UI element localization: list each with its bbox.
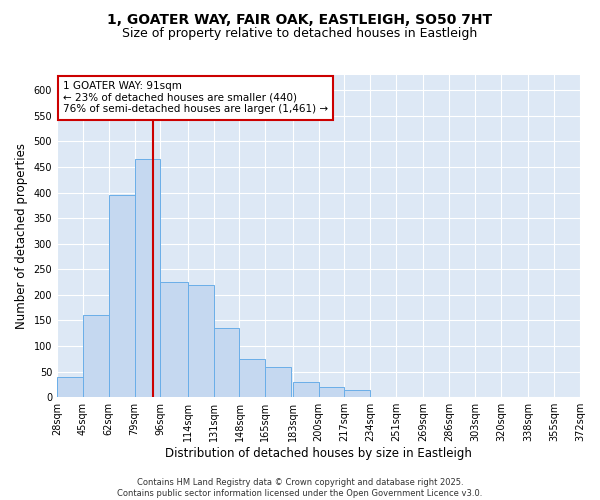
Bar bbox=[57, 377, 83, 397]
Text: Contains HM Land Registry data © Crown copyright and database right 2025.
Contai: Contains HM Land Registry data © Crown c… bbox=[118, 478, 482, 498]
Y-axis label: Number of detached properties: Number of detached properties bbox=[15, 143, 28, 329]
Bar bbox=[319, 387, 344, 397]
Text: 1, GOATER WAY, FAIR OAK, EASTLEIGH, SO50 7HT: 1, GOATER WAY, FAIR OAK, EASTLEIGH, SO50… bbox=[107, 12, 493, 26]
Text: 1 GOATER WAY: 91sqm
← 23% of detached houses are smaller (440)
76% of semi-detac: 1 GOATER WAY: 91sqm ← 23% of detached ho… bbox=[63, 81, 328, 114]
Bar bbox=[293, 382, 319, 397]
Bar bbox=[344, 390, 370, 397]
Bar bbox=[160, 282, 188, 397]
X-axis label: Distribution of detached houses by size in Eastleigh: Distribution of detached houses by size … bbox=[165, 447, 472, 460]
Bar bbox=[214, 328, 239, 397]
Bar bbox=[239, 359, 265, 397]
Text: Size of property relative to detached houses in Eastleigh: Size of property relative to detached ho… bbox=[122, 28, 478, 40]
Bar bbox=[109, 195, 134, 397]
Bar bbox=[265, 366, 291, 397]
Bar bbox=[83, 316, 109, 397]
Bar bbox=[134, 160, 160, 397]
Bar bbox=[188, 284, 214, 397]
